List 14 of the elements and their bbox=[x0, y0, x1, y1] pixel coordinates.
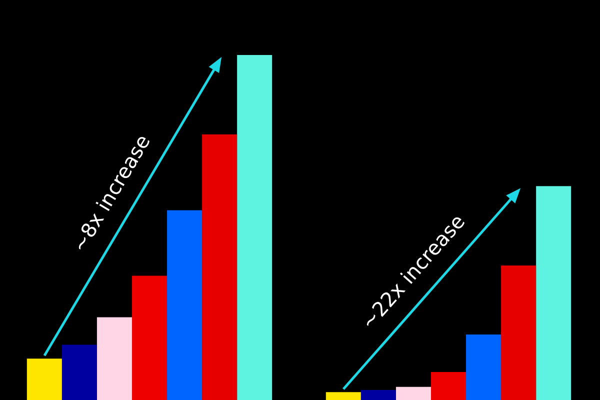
bar bbox=[360, 390, 396, 400]
bar bbox=[396, 386, 431, 400]
bar bbox=[326, 392, 361, 400]
bar bbox=[430, 372, 466, 400]
bar bbox=[501, 265, 536, 400]
bar bbox=[132, 276, 168, 400]
bar bbox=[26, 358, 62, 400]
bar bbox=[62, 344, 97, 400]
bar bbox=[237, 55, 272, 400]
bar bbox=[167, 210, 202, 400]
bar bbox=[96, 317, 132, 400]
bar bbox=[536, 186, 572, 400]
bar bbox=[466, 334, 502, 400]
bar bbox=[202, 134, 238, 400]
